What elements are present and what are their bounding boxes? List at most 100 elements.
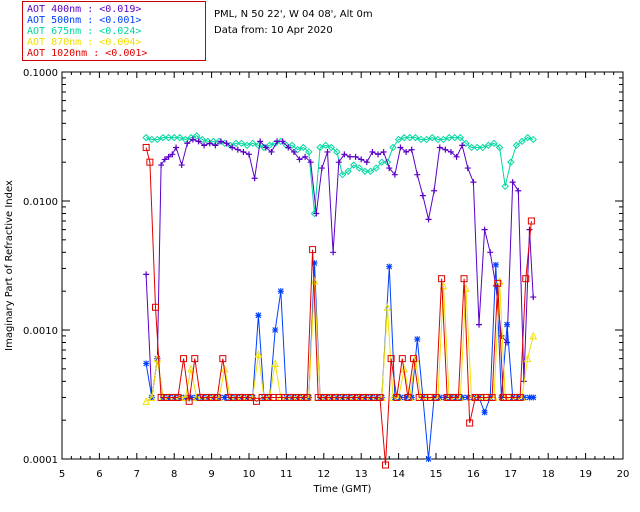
point-aot-400nm bbox=[296, 156, 303, 163]
point-aot-400nm bbox=[302, 153, 309, 160]
point-aot-400nm bbox=[169, 151, 176, 158]
point-aot-675nm bbox=[148, 135, 156, 144]
point-aot-500nm bbox=[255, 312, 262, 319]
point-aot-675nm bbox=[192, 132, 201, 140]
point-aot-675nm bbox=[422, 135, 431, 144]
point-aot-400nm bbox=[436, 144, 443, 151]
point-aot-675nm bbox=[450, 133, 459, 142]
point-aot-1020nm bbox=[494, 279, 502, 287]
point-aot-400nm bbox=[335, 159, 342, 166]
point-aot-400nm bbox=[515, 187, 522, 194]
point-aot-1020nm bbox=[460, 275, 468, 283]
point-aot-400nm bbox=[290, 148, 297, 155]
point-aot-400nm bbox=[453, 153, 460, 160]
point-aot-500nm bbox=[403, 394, 410, 401]
point-aot-675nm bbox=[350, 161, 358, 169]
point-aot-500nm bbox=[188, 394, 195, 401]
point-aot-400nm bbox=[307, 159, 314, 166]
point-aot-870nm bbox=[310, 276, 319, 285]
x-tick-label: 11 bbox=[280, 469, 293, 480]
point-aot-400nm bbox=[397, 144, 404, 151]
point-aot-500nm bbox=[386, 263, 393, 270]
point-aot-675nm bbox=[445, 133, 453, 142]
point-aot-675nm bbox=[265, 141, 274, 150]
point-aot-675nm bbox=[400, 133, 408, 142]
point-aot-675nm bbox=[383, 158, 392, 166]
point-aot-1020nm bbox=[174, 393, 182, 401]
point-aot-675nm bbox=[411, 133, 420, 142]
point-aot-500nm bbox=[504, 321, 511, 328]
x-tick-label: 9 bbox=[208, 469, 214, 480]
point-aot-400nm bbox=[165, 153, 172, 160]
point-aot-400nm bbox=[161, 156, 168, 163]
y-tick-label: 0.1000 bbox=[23, 68, 58, 79]
point-aot-675nm bbox=[333, 148, 341, 156]
point-aot-675nm bbox=[327, 143, 335, 152]
point-aot-1020nm bbox=[309, 246, 317, 254]
point-aot-400nm bbox=[330, 249, 337, 256]
point-aot-675nm bbox=[372, 164, 380, 172]
point-aot-675nm bbox=[181, 135, 190, 144]
point-aot-400nm bbox=[158, 162, 165, 169]
point-aot-400nm bbox=[509, 179, 516, 186]
x-tick-label: 17 bbox=[504, 469, 517, 480]
x-axis-label: Time (GMT) bbox=[313, 484, 372, 495]
point-aot-675nm bbox=[378, 158, 386, 166]
point-aot-870nm bbox=[187, 364, 195, 373]
point-aot-400nm bbox=[352, 153, 359, 160]
point-aot-400nm bbox=[178, 162, 185, 169]
x-tick-label: 18 bbox=[542, 469, 555, 480]
point-aot-1020nm bbox=[516, 393, 524, 401]
point-aot-400nm bbox=[498, 332, 505, 339]
point-aot-675nm bbox=[249, 139, 257, 148]
point-aot-500nm bbox=[530, 394, 537, 401]
point-aot-675nm bbox=[176, 133, 184, 142]
point-aot-1020nm bbox=[142, 143, 150, 151]
point-aot-675nm bbox=[198, 135, 206, 144]
x-tick-label: 14 bbox=[392, 469, 405, 480]
point-aot-400nm bbox=[234, 146, 241, 153]
legend-item-675nm: AOT 675nm : <0.024> bbox=[27, 26, 142, 37]
point-aot-400nm bbox=[358, 156, 365, 163]
point-aot-400nm bbox=[403, 148, 410, 155]
point-aot-1020nm bbox=[432, 393, 440, 401]
legend-item-500nm: AOT 500nm : <0.001> bbox=[27, 15, 142, 26]
point-aot-400nm bbox=[363, 159, 370, 166]
point-aot-870nm bbox=[181, 393, 190, 401]
point-aot-400nm bbox=[380, 148, 387, 155]
point-aot-675nm bbox=[490, 139, 498, 148]
point-aot-400nm bbox=[212, 142, 219, 149]
point-aot-400nm bbox=[447, 148, 454, 155]
point-aot-400nm bbox=[268, 148, 275, 155]
point-aot-1020nm bbox=[213, 393, 221, 401]
point-aot-1020nm bbox=[382, 461, 390, 469]
point-aot-1020nm bbox=[152, 303, 159, 311]
point-aot-675nm bbox=[439, 135, 448, 144]
point-aot-870nm bbox=[192, 393, 201, 401]
y-tick-label: 0.0100 bbox=[23, 197, 58, 208]
point-aot-870nm bbox=[383, 303, 392, 311]
legend-item-400nm: AOT 400nm : <0.019> bbox=[27, 4, 142, 15]
point-aot-1020nm bbox=[387, 355, 395, 363]
point-aot-400nm bbox=[425, 216, 432, 223]
point-aot-400nm bbox=[201, 142, 208, 149]
point-aot-675nm bbox=[170, 133, 178, 142]
point-aot-400nm bbox=[419, 192, 426, 199]
point-aot-675nm bbox=[456, 133, 465, 142]
point-aot-400nm bbox=[173, 144, 180, 151]
point-aot-1020nm bbox=[180, 355, 188, 363]
point-aot-400nm bbox=[143, 271, 150, 278]
point-aot-675nm bbox=[254, 141, 263, 150]
point-aot-675nm bbox=[164, 133, 173, 142]
point-aot-675nm bbox=[523, 133, 532, 142]
x-tick-label: 13 bbox=[355, 469, 368, 480]
point-aot-400nm bbox=[431, 187, 438, 194]
point-aot-870nm bbox=[523, 354, 532, 363]
point-aot-1020nm bbox=[410, 355, 418, 363]
point-aot-675nm bbox=[338, 170, 347, 179]
point-aot-400nm bbox=[279, 138, 286, 145]
point-aot-400nm bbox=[246, 151, 252, 158]
site-location: PML, N 50 22', W 04 08', Alt 0m bbox=[214, 9, 373, 20]
point-aot-500nm bbox=[221, 394, 228, 401]
